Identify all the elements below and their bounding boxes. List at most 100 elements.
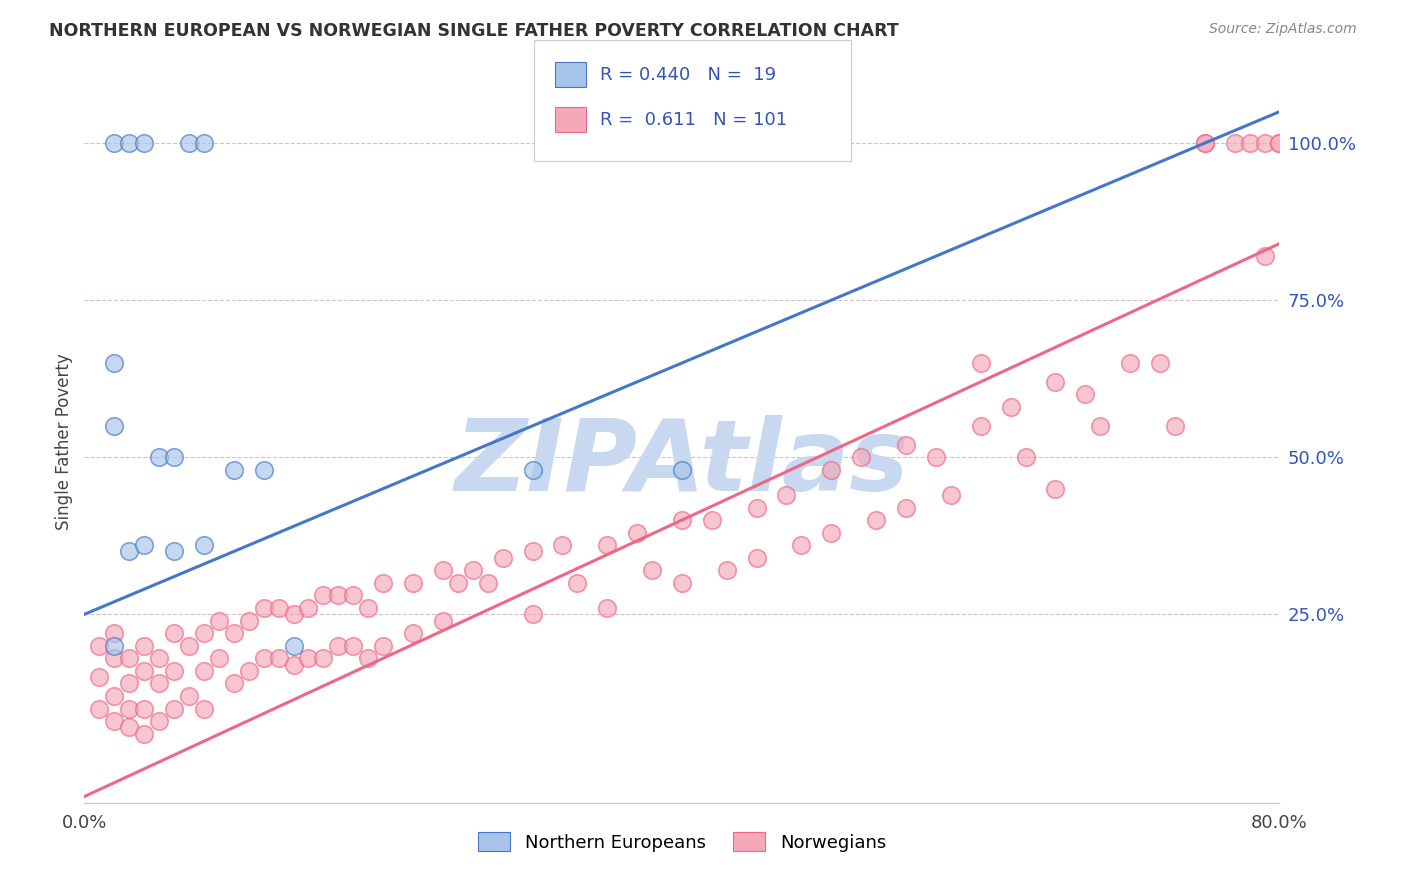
Norwegians (118, 720, 141, 734)
Northern Europeans (148, 450, 170, 465)
Norwegians (283, 607, 305, 622)
Norwegians (925, 450, 948, 465)
Norwegians (1149, 356, 1171, 370)
Norwegians (641, 563, 664, 577)
Legend: Northern Europeans, Norwegians: Northern Europeans, Norwegians (471, 825, 893, 859)
Norwegians (1074, 387, 1097, 401)
Norwegians (312, 651, 335, 665)
Norwegians (357, 601, 380, 615)
Norwegians (402, 575, 425, 590)
Norwegians (970, 418, 993, 433)
Norwegians (596, 601, 619, 615)
Norwegians (342, 589, 364, 603)
Northern Europeans (193, 136, 215, 150)
Norwegians (253, 601, 276, 615)
Norwegians (193, 701, 215, 715)
Norwegians (1194, 136, 1216, 150)
Norwegians (671, 513, 693, 527)
Y-axis label: Single Father Poverty: Single Father Poverty (55, 353, 73, 530)
Norwegians (342, 639, 364, 653)
Norwegians (177, 689, 200, 703)
Norwegians (89, 670, 111, 684)
Norwegians (357, 651, 380, 665)
Northern Europeans (163, 544, 186, 558)
Northern Europeans (177, 136, 200, 150)
Norwegians (238, 664, 260, 678)
Norwegians (297, 651, 319, 665)
Norwegians (208, 651, 231, 665)
Norwegians (1268, 136, 1291, 150)
Text: R =  0.611   N = 101: R = 0.611 N = 101 (600, 111, 787, 128)
Text: Source: ZipAtlas.com: Source: ZipAtlas.com (1209, 22, 1357, 37)
Norwegians (596, 538, 619, 552)
Northern Europeans (163, 450, 186, 465)
Norwegians (312, 589, 335, 603)
Norwegians (267, 651, 290, 665)
Norwegians (328, 589, 350, 603)
Norwegians (1045, 375, 1067, 389)
Norwegians (894, 438, 917, 452)
Norwegians (671, 575, 693, 590)
Norwegians (865, 513, 887, 527)
Norwegians (163, 701, 186, 715)
Northern Europeans (283, 639, 305, 653)
Northern Europeans (222, 463, 245, 477)
Norwegians (790, 538, 813, 552)
Norwegians (297, 601, 319, 615)
Northern Europeans (522, 463, 544, 477)
Norwegians (283, 657, 305, 672)
Norwegians (89, 639, 111, 653)
Norwegians (432, 563, 454, 577)
Norwegians (522, 607, 544, 622)
Norwegians (163, 626, 186, 640)
Norwegians (253, 651, 276, 665)
Norwegians (118, 701, 141, 715)
Norwegians (1090, 418, 1112, 433)
Northern Europeans (118, 136, 141, 150)
Northern Europeans (118, 544, 141, 558)
Text: R = 0.440   N =  19: R = 0.440 N = 19 (600, 66, 776, 84)
Norwegians (193, 664, 215, 678)
Norwegians (970, 356, 993, 370)
Norwegians (716, 563, 738, 577)
Norwegians (1223, 136, 1246, 150)
Northern Europeans (103, 136, 125, 150)
Norwegians (492, 550, 515, 565)
Norwegians (1000, 400, 1022, 414)
Norwegians (177, 639, 200, 653)
Norwegians (208, 614, 231, 628)
Norwegians (118, 676, 141, 690)
Norwegians (193, 626, 215, 640)
Norwegians (148, 651, 170, 665)
Norwegians (745, 550, 768, 565)
Norwegians (103, 714, 125, 728)
Northern Europeans (253, 463, 276, 477)
Northern Europeans (103, 356, 125, 370)
Norwegians (1268, 136, 1291, 150)
Norwegians (477, 575, 499, 590)
Norwegians (1014, 450, 1036, 465)
Norwegians (163, 664, 186, 678)
Norwegians (894, 500, 917, 515)
Text: ZIPAtlas: ZIPAtlas (454, 415, 910, 512)
Norwegians (1194, 136, 1216, 150)
Norwegians (1045, 482, 1067, 496)
Norwegians (373, 575, 395, 590)
Norwegians (103, 651, 125, 665)
Norwegians (522, 544, 544, 558)
Norwegians (132, 664, 156, 678)
Norwegians (1253, 136, 1275, 150)
Northern Europeans (103, 639, 125, 653)
Norwegians (373, 639, 395, 653)
Norwegians (118, 651, 141, 665)
Norwegians (700, 513, 723, 527)
Norwegians (89, 701, 111, 715)
Norwegians (222, 676, 245, 690)
Norwegians (402, 626, 425, 640)
Northern Europeans (103, 418, 125, 433)
Norwegians (851, 450, 873, 465)
Norwegians (132, 639, 156, 653)
Norwegians (222, 626, 245, 640)
Northern Europeans (193, 538, 215, 552)
Text: NORTHERN EUROPEAN VS NORWEGIAN SINGLE FATHER POVERTY CORRELATION CHART: NORTHERN EUROPEAN VS NORWEGIAN SINGLE FA… (49, 22, 898, 40)
